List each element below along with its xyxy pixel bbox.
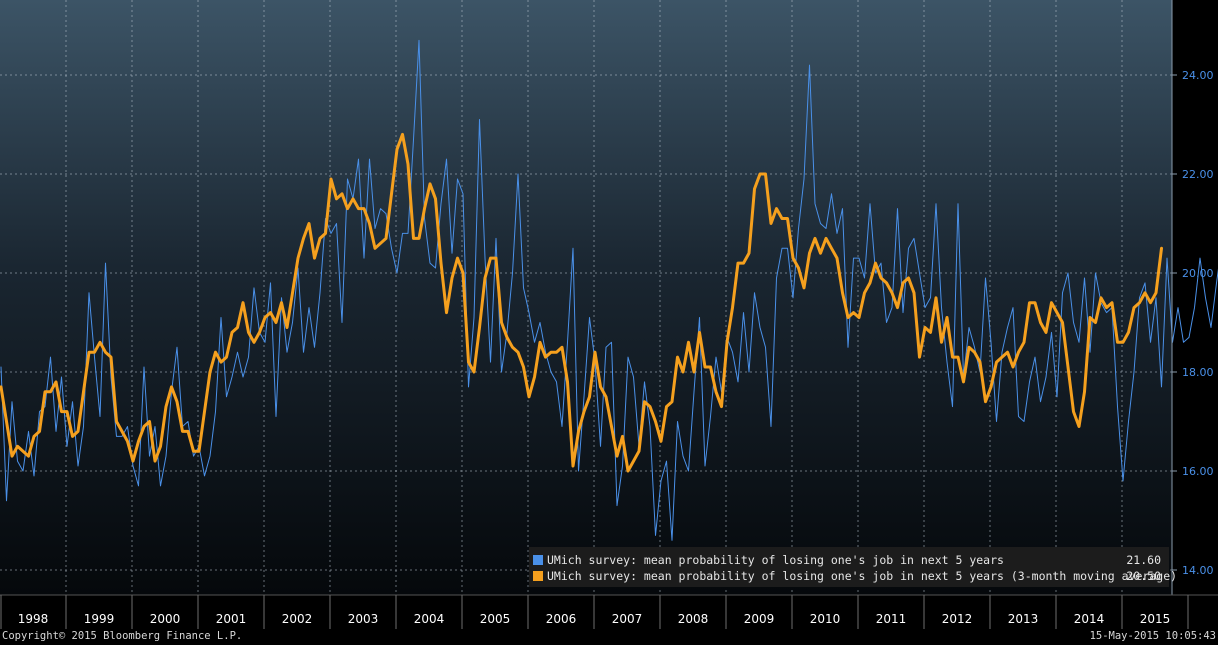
y-tick-label: 14.00: [1182, 564, 1214, 577]
x-tick-label: 2013: [1008, 612, 1039, 626]
x-tick-label: 2007: [612, 612, 643, 626]
legend-item-monthly: UMich survey: mean probability of losing…: [533, 552, 1165, 568]
x-axis-band: [0, 595, 1218, 629]
x-tick-label: 2015: [1140, 612, 1171, 626]
plot-background: [0, 0, 1172, 595]
x-tick-label: 2010: [810, 612, 841, 626]
legend-value: 21.60: [1126, 553, 1161, 567]
legend-swatch-blue: [533, 555, 543, 565]
legend: UMich survey: mean probability of losing…: [529, 547, 1177, 587]
legend-swatch-orange: [533, 571, 543, 581]
y-axis: 14.00 16.00 18.00 20.00 22.00 24.00: [1172, 69, 1214, 577]
series-line-monthly: [0, 39, 1218, 541]
x-tick-label: 2012: [942, 612, 973, 626]
legend-item-moving-average: UMich survey: mean probability of losing…: [533, 568, 1177, 584]
x-axis: 1998 1999 2000 2001 2002 2003 2004 2005 2006 2007…: [0, 595, 1189, 629]
y-tick-label: 24.00: [1182, 69, 1214, 82]
series-line-moving-average: [0, 132, 1163, 473]
x-tick-label: 2000: [150, 612, 181, 626]
x-tick-label: 2009: [744, 612, 775, 626]
x-tick-label: 2011: [876, 612, 907, 626]
timestamp-text: 15-May-2015 10:05:43: [1089, 630, 1216, 642]
x-tick-label: 1999: [84, 612, 115, 626]
y-tick-label: 22.00: [1182, 168, 1214, 181]
x-tick-label: 2005: [480, 612, 511, 626]
y-tick-label: 18.00: [1182, 366, 1214, 379]
x-tick-label: 1998: [18, 612, 49, 626]
y-tick-label: 16.00: [1182, 465, 1214, 478]
footer: Copyright© 2015 Bloomberg Finance L.P. 1…: [0, 629, 1218, 645]
copyright-text: Copyright© 2015 Bloomberg Finance L.P.: [2, 630, 243, 642]
x-tick-label: 2003: [348, 612, 379, 626]
chart-canvas: 14.00 16.00 18.00 20.00 22.00 24.00 1998 1999 2…: [0, 0, 1218, 629]
x-tick-label: 2014: [1074, 612, 1105, 626]
legend-value: 20.50: [1126, 569, 1161, 583]
x-tick-label: 2001: [216, 612, 247, 626]
x-tick-label: 2002: [282, 612, 313, 626]
y-tick-label: 20.00: [1182, 267, 1214, 280]
x-tick-label: 2008: [678, 612, 709, 626]
x-tick-label: 2006: [546, 612, 577, 626]
x-tick-label: 2004: [414, 612, 445, 626]
legend-label: UMich survey: mean probability of losing…: [547, 569, 1178, 583]
legend-label: UMich survey: mean probability of losing…: [547, 553, 1004, 567]
vertical-gridlines: [65, 0, 1123, 595]
series-lines: [0, 39, 1218, 541]
